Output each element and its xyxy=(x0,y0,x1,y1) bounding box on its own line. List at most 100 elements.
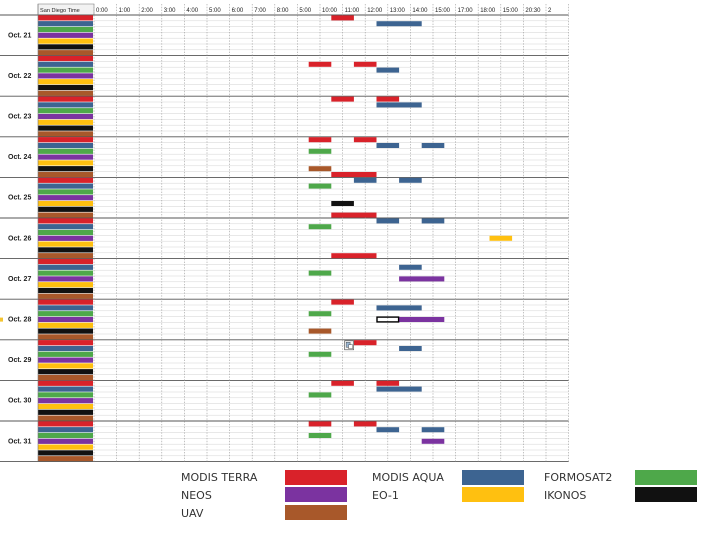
pass-bar-uav[interactable] xyxy=(308,166,332,172)
row-color-stripe xyxy=(38,119,93,125)
row-color-stripe xyxy=(38,415,93,421)
row-color-stripe xyxy=(38,276,93,282)
pass-bar-formosat2[interactable] xyxy=(308,311,332,317)
row-color-stripe xyxy=(38,50,93,56)
pass-bar-modis-aqua[interactable] xyxy=(421,427,445,433)
pass-bar-formosat2[interactable] xyxy=(308,392,332,398)
row-color-stripe xyxy=(38,160,93,166)
pass-bar-modis-terra[interactable] xyxy=(331,380,354,386)
day-label: Oct. 22 xyxy=(8,73,31,80)
row-color-stripe xyxy=(38,293,93,299)
row-color-stripe xyxy=(38,131,93,137)
row-color-stripe xyxy=(38,427,93,433)
pass-bar-modis-aqua[interactable] xyxy=(376,218,400,224)
row-color-stripe xyxy=(38,253,93,259)
pass-bar-formosat2[interactable] xyxy=(308,351,332,357)
pass-bar-modis-terra[interactable] xyxy=(308,421,332,427)
pass-bar-modis-aqua[interactable] xyxy=(376,143,400,148)
pass-bar-modis-aqua[interactable] xyxy=(421,143,445,148)
day-label: Oct. 23 xyxy=(8,114,31,121)
pass-bar-formosat2[interactable] xyxy=(308,224,332,230)
row-color-stripe xyxy=(38,305,93,311)
pass-bar-modis-aqua[interactable] xyxy=(399,177,422,183)
pass-bar-neos[interactable] xyxy=(399,276,445,282)
hour-label: 5:00 xyxy=(209,8,221,14)
pass-bar-eo1[interactable] xyxy=(489,235,513,241)
pass-bar-formosat2[interactable] xyxy=(308,433,332,438)
legend-swatch-eo1 xyxy=(462,487,524,502)
legend-swatch-modis-aqua xyxy=(462,470,524,485)
pass-bar-modis-terra[interactable] xyxy=(331,96,354,102)
row-color-stripe xyxy=(38,380,93,386)
pass-bar-modis-aqua[interactable] xyxy=(376,386,422,392)
pass-bar-formosat2[interactable] xyxy=(308,270,332,276)
row-color-stripe xyxy=(38,282,93,288)
hour-label: 1:00 xyxy=(119,8,131,14)
pass-bar-modis-terra[interactable] xyxy=(331,172,377,177)
row-color-stripe xyxy=(38,369,93,375)
pass-bar-modis-terra[interactable] xyxy=(353,137,377,143)
pass-bar-modis-aqua[interactable] xyxy=(399,264,422,270)
row-color-stripe xyxy=(38,432,93,439)
row-color-stripe xyxy=(38,218,93,224)
hour-label: 10:00 xyxy=(322,8,338,14)
hour-label: 12:00 xyxy=(367,8,383,14)
row-color-stripe xyxy=(38,287,93,294)
row-color-stripe xyxy=(38,113,93,120)
row-color-stripe xyxy=(38,235,93,241)
pass-bar-modis-aqua[interactable] xyxy=(353,177,377,183)
pass-bar-modis-terra[interactable] xyxy=(353,61,377,67)
row-color-stripe xyxy=(38,247,93,253)
pass-bar-neos[interactable] xyxy=(421,438,445,444)
row-color-stripe xyxy=(38,137,93,143)
row-color-stripe xyxy=(38,357,93,363)
row-color-stripe xyxy=(38,450,93,456)
hour-label: 4:00 xyxy=(186,8,198,14)
day-label: Oct. 24 xyxy=(8,154,31,161)
hour-label: 7:00 xyxy=(254,8,266,14)
pass-bar-modis-terra[interactable] xyxy=(331,212,377,218)
row-color-stripe xyxy=(38,142,93,149)
selected-cell[interactable] xyxy=(376,316,400,323)
paste-options-icon-sheet xyxy=(348,344,353,349)
pass-bar-modis-terra[interactable] xyxy=(308,137,332,143)
pass-bar-modis-aqua[interactable] xyxy=(376,67,400,73)
legend-label-ikonos: IKONOS xyxy=(544,489,587,502)
row-color-stripe xyxy=(38,456,93,462)
row-color-stripe xyxy=(38,15,93,21)
pass-bar-modis-terra[interactable] xyxy=(376,380,400,386)
pass-bar-modis-aqua[interactable] xyxy=(376,21,422,27)
row-color-stripe xyxy=(38,189,93,195)
row-color-stripe xyxy=(38,316,93,323)
pass-bar-modis-aqua[interactable] xyxy=(376,427,400,433)
pass-bar-modis-terra[interactable] xyxy=(331,15,354,21)
pass-bar-ikonos[interactable] xyxy=(331,201,354,206)
pass-bar-modis-terra[interactable] xyxy=(376,96,400,102)
legend-label-modis-aqua: MODIS AQUA xyxy=(372,471,444,484)
pass-bar-modis-terra[interactable] xyxy=(331,253,377,259)
pass-bar-modis-terra[interactable] xyxy=(353,421,377,427)
pass-bar-modis-terra[interactable] xyxy=(353,340,377,346)
pass-bar-modis-aqua[interactable] xyxy=(376,102,422,108)
pass-bar-modis-aqua[interactable] xyxy=(376,305,422,311)
day-label: Oct. 30 xyxy=(8,398,31,405)
pass-bar-formosat2[interactable] xyxy=(308,148,332,154)
day-label: Oct. 25 xyxy=(8,195,31,202)
pass-bar-modis-aqua[interactable] xyxy=(421,218,445,224)
pass-bar-modis-terra[interactable] xyxy=(308,61,332,67)
row-color-stripe xyxy=(38,148,93,154)
day-label: Oct. 31 xyxy=(8,438,31,445)
pass-bar-modis-terra[interactable] xyxy=(331,299,354,305)
row-color-stripe xyxy=(38,241,93,247)
pass-bar-modis-aqua[interactable] xyxy=(399,346,422,351)
row-color-stripe xyxy=(38,409,93,415)
row-color-stripe xyxy=(38,125,93,131)
row-color-stripe xyxy=(38,398,93,404)
pass-bar-neos[interactable] xyxy=(399,317,445,322)
pass-bar-formosat2[interactable] xyxy=(308,183,332,189)
row-color-stripe xyxy=(38,200,93,207)
row-color-stripe xyxy=(38,102,93,108)
row-color-stripe xyxy=(38,334,93,340)
pass-bar-uav[interactable] xyxy=(308,328,332,334)
